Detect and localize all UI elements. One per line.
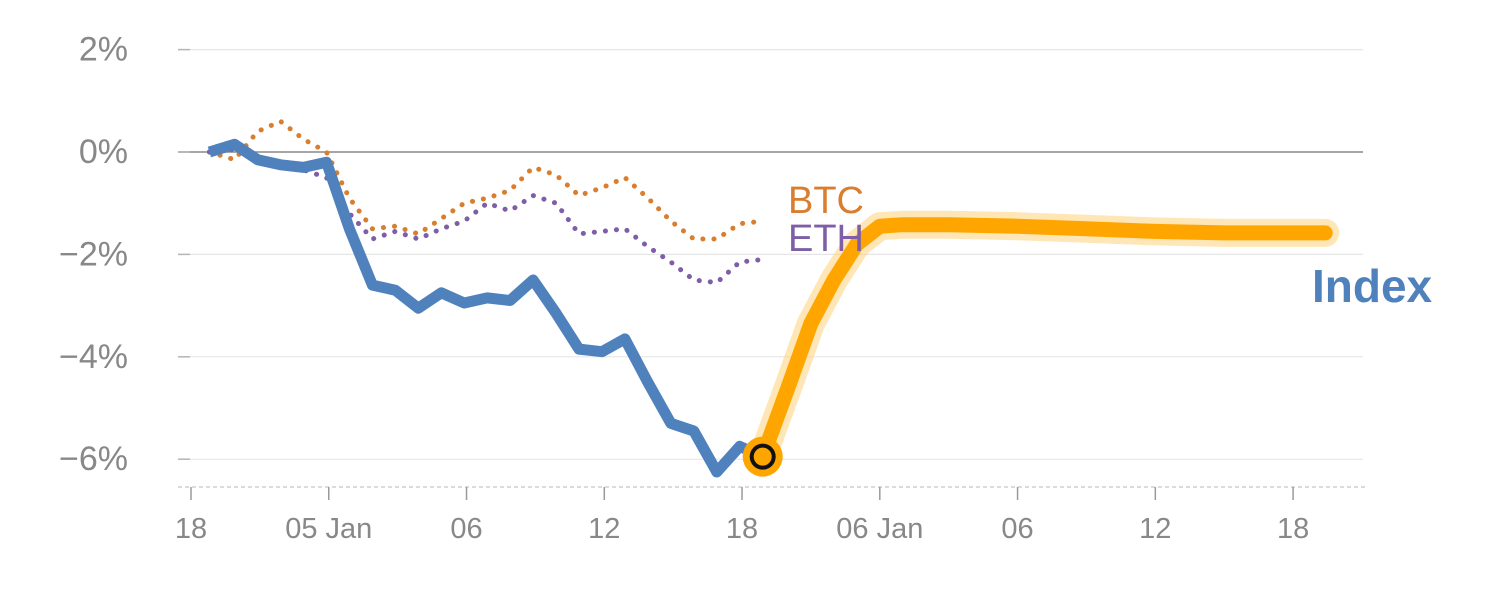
index-label: Index <box>1312 260 1433 312</box>
x-tick-label: 18 <box>726 513 758 545</box>
x-tick-label: 12 <box>1139 513 1171 545</box>
eth-series-line <box>206 146 766 286</box>
y-tick-label: −6% <box>59 440 128 478</box>
axes: 2% 0% −2% −4% −6% 18 05 Jan 06 12 18 06 Jan 06 12 18 <box>59 31 1366 545</box>
x-tick-label: 05 Jan <box>285 513 372 545</box>
x-tick-label: 18 <box>1277 513 1309 545</box>
junction-marker <box>749 443 776 470</box>
btc-series-line <box>206 118 766 242</box>
x-tick-label: 18 <box>175 513 207 545</box>
series-labels: BTC ETH Index <box>788 180 1433 312</box>
x-tick-label: 06 Jan <box>836 513 923 545</box>
x-tick-label: 06 <box>450 513 482 545</box>
x-tick-label: 06 <box>1001 513 1033 545</box>
y-tick-label: 2% <box>79 31 128 69</box>
y-tick-label: 0% <box>79 133 128 171</box>
forecast-series-line <box>755 217 1333 465</box>
x-tick-label: 12 <box>588 513 620 545</box>
y-tick-label: −4% <box>59 338 128 376</box>
index-series-line <box>207 138 765 478</box>
series-lines <box>206 118 1340 478</box>
y-tick-label: −2% <box>59 235 128 273</box>
eth-label: ETH <box>788 218 864 260</box>
btc-label: BTC <box>788 180 864 222</box>
